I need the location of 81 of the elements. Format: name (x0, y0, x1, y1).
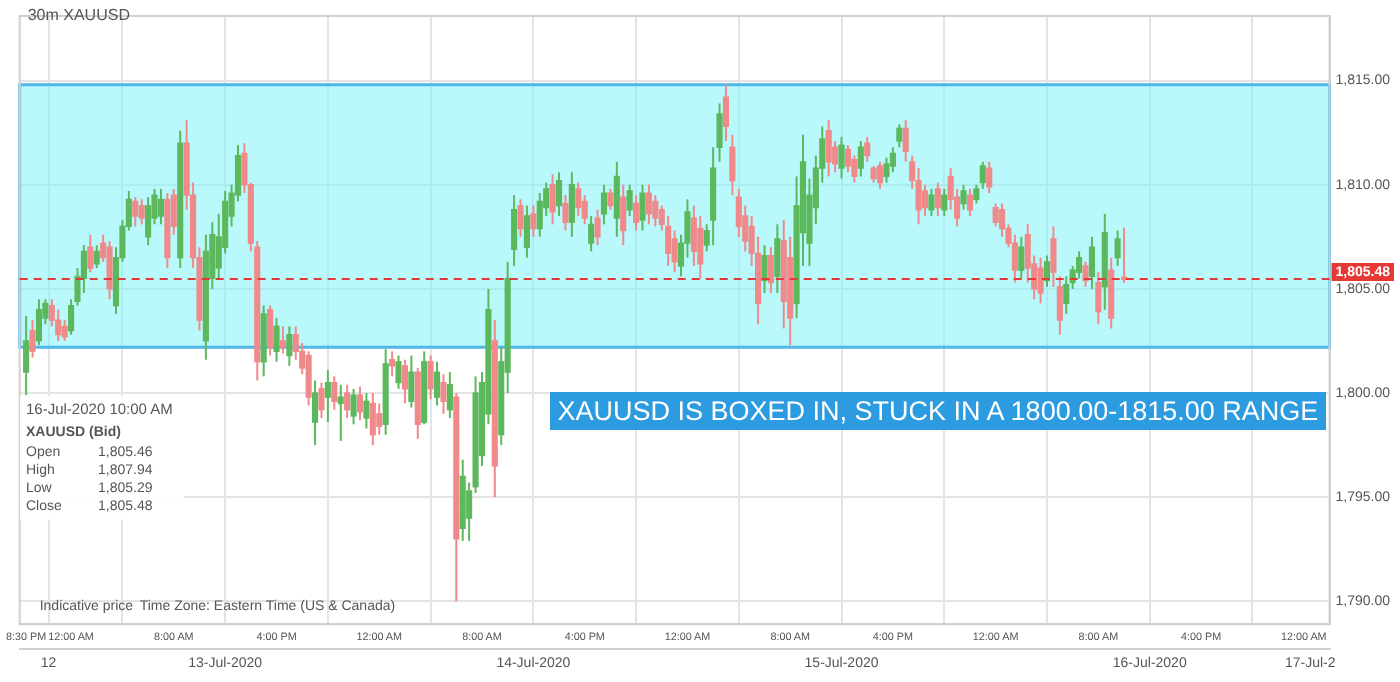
candlestick (729, 133, 736, 197)
candlestick (960, 183, 967, 211)
candlestick (555, 171, 563, 217)
candlestick (511, 194, 518, 267)
candlestick (395, 354, 402, 390)
candlestick (157, 187, 165, 226)
candlestick (337, 383, 344, 442)
chart-title: 30m XAUUSD (27, 6, 130, 24)
candlestick (588, 214, 595, 253)
candlestick (1037, 256, 1044, 305)
candlestick (356, 385, 364, 422)
candlestick (523, 204, 530, 259)
candlestick (838, 135, 845, 180)
candlestick (986, 160, 993, 195)
candlestick (594, 208, 601, 247)
candlestick (23, 314, 30, 397)
candlestick (279, 325, 286, 355)
candlestick (87, 233, 94, 274)
candlestick (132, 196, 139, 228)
candlestick (273, 317, 280, 363)
candlestick (613, 160, 620, 238)
candlestick (440, 373, 447, 415)
candlestick (344, 383, 351, 420)
candlestick (645, 183, 652, 226)
candlestick (966, 187, 974, 217)
candlestick (665, 214, 672, 267)
candlestick (389, 350, 396, 378)
candlestick (896, 123, 903, 149)
candlestick (331, 375, 338, 411)
band-label: XAUUSD IS BOXED IN, STUCK IN A 1800.00-1815.00 RANGE (549, 391, 1327, 430)
candlestick (145, 196, 152, 247)
candlestick (562, 194, 569, 232)
candlestick (324, 369, 331, 424)
candlestick (774, 223, 781, 295)
candlestick (311, 379, 319, 447)
candlestick (575, 181, 582, 217)
candlestick (305, 350, 312, 407)
candlestick (857, 139, 864, 178)
candlestick (427, 354, 434, 401)
candlestick (267, 304, 274, 357)
candlestick (350, 387, 357, 426)
candlestick (1082, 260, 1089, 288)
candlestick (620, 183, 627, 247)
candlestick (549, 173, 556, 226)
candlestick (35, 298, 43, 347)
candlestick (318, 381, 325, 420)
candlestick (864, 135, 871, 163)
candlestick (941, 187, 948, 217)
candlestick (767, 246, 774, 295)
candlestick (106, 239, 113, 301)
candlestick (363, 392, 370, 430)
candlestick (607, 187, 614, 211)
candlestick (568, 171, 575, 238)
candlestick (1088, 235, 1095, 290)
candlestick (1095, 271, 1102, 326)
candlestick (517, 198, 524, 238)
candlestick (639, 183, 646, 232)
candlestick (1114, 229, 1121, 267)
candlestick (934, 181, 941, 217)
candlestick (138, 198, 145, 226)
candlestick (697, 214, 704, 280)
candlestick (722, 83, 730, 142)
candlestick (29, 319, 36, 359)
candlestick (433, 360, 441, 407)
candlestick (401, 358, 408, 405)
candlestick (286, 325, 293, 367)
candlestick (446, 371, 453, 420)
candlestick (600, 183, 608, 226)
candlestick (633, 194, 640, 232)
candlestick (825, 119, 832, 178)
candlestick (877, 160, 884, 190)
candlestick (928, 187, 935, 217)
candlestick (93, 244, 100, 270)
candlestick (408, 354, 415, 409)
candlestick (921, 183, 929, 217)
candlestick (1018, 235, 1025, 280)
candlestick (626, 183, 633, 217)
candlestick (530, 204, 537, 238)
candlestick (369, 392, 376, 447)
candlestick (376, 402, 383, 436)
candlestick (761, 244, 768, 295)
